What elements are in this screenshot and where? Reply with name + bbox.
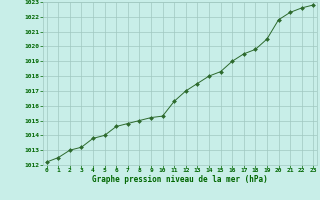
X-axis label: Graphe pression niveau de la mer (hPa): Graphe pression niveau de la mer (hPa) xyxy=(92,175,268,184)
